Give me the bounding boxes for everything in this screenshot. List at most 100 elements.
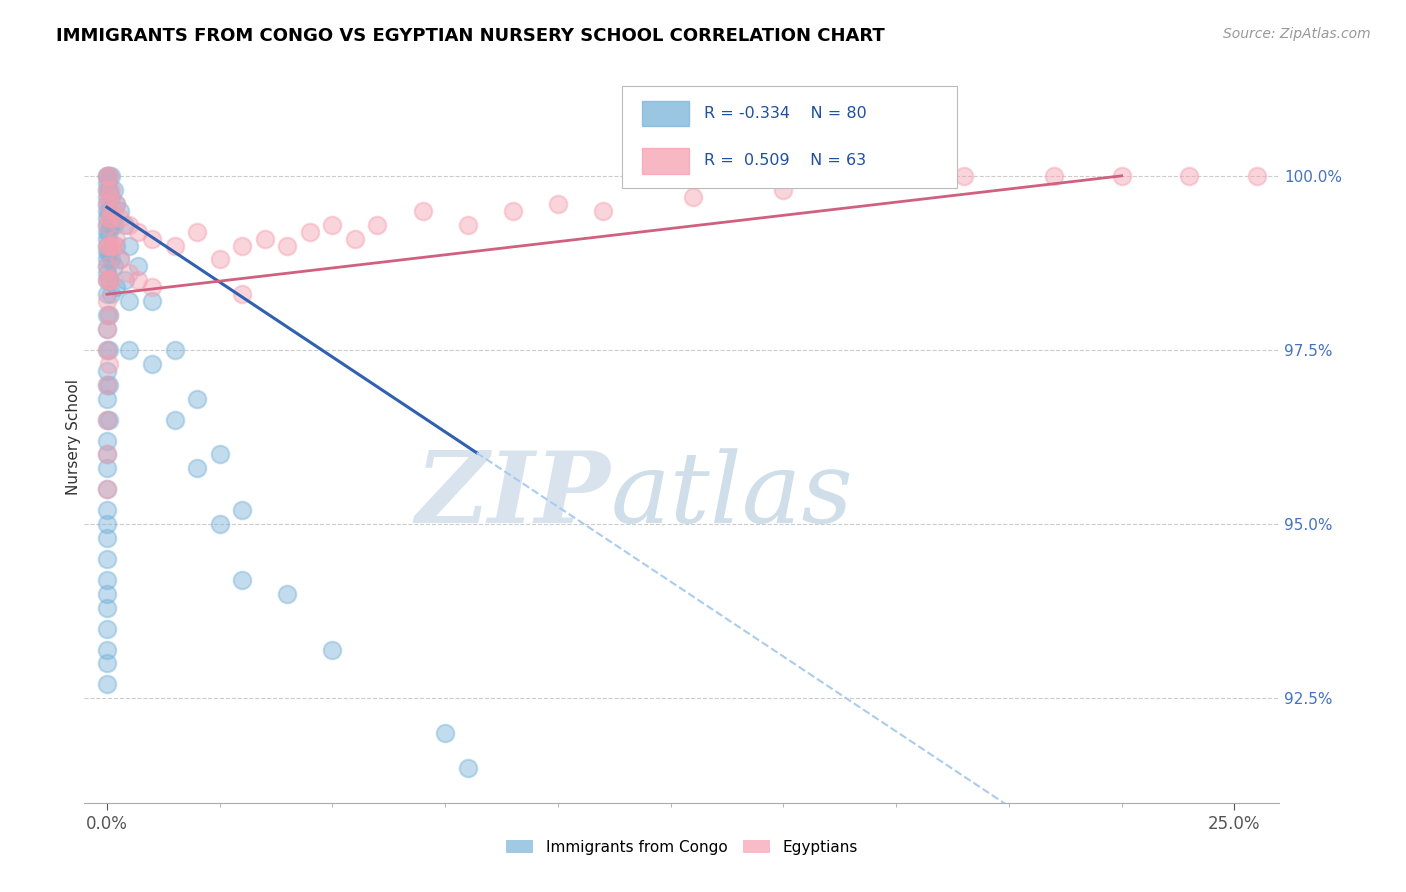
- Point: [96, 322, 118, 336]
- Point: [96, 377, 118, 392]
- Y-axis label: Nursery School: Nursery School: [66, 379, 80, 495]
- Point: [100, 252, 122, 267]
- Point: [118, 294, 141, 309]
- Point: [96, 211, 118, 225]
- Point: [141, 231, 163, 245]
- Point: [103, 238, 125, 252]
- Point: [343, 231, 366, 245]
- Point: [96, 503, 118, 517]
- Point: [186, 461, 208, 475]
- Point: [96, 294, 118, 309]
- Point: [96, 260, 118, 274]
- Point: [118, 218, 141, 232]
- Point: [96, 308, 118, 322]
- Point: [208, 252, 231, 267]
- Point: [96, 622, 118, 636]
- Point: [96, 260, 118, 274]
- Point: [100, 218, 122, 232]
- Point: [114, 273, 136, 287]
- Point: [100, 169, 122, 183]
- Point: [434, 726, 457, 740]
- Point: [110, 252, 132, 267]
- Point: [96, 245, 118, 260]
- Point: [502, 203, 524, 218]
- Point: [96, 183, 118, 197]
- Point: [98, 273, 121, 287]
- Point: [104, 196, 127, 211]
- Point: [104, 238, 127, 252]
- Point: [96, 377, 118, 392]
- Point: [412, 203, 434, 218]
- Point: [96, 273, 118, 287]
- Point: [96, 176, 118, 190]
- Point: [862, 169, 884, 183]
- Point: [96, 642, 118, 657]
- Point: [96, 203, 118, 218]
- Point: [321, 642, 343, 657]
- Point: [1246, 169, 1268, 183]
- Point: [110, 203, 132, 218]
- Point: [96, 238, 118, 252]
- Point: [96, 461, 118, 475]
- Point: [118, 343, 141, 357]
- Point: [186, 225, 208, 239]
- Point: [98, 238, 121, 252]
- Point: [141, 294, 163, 309]
- Point: [110, 252, 132, 267]
- Point: [100, 238, 122, 252]
- Point: [118, 266, 141, 280]
- Point: [1111, 169, 1133, 183]
- FancyBboxPatch shape: [623, 86, 957, 188]
- Point: [98, 225, 121, 239]
- Point: [366, 218, 388, 232]
- Point: [96, 196, 118, 211]
- Point: [100, 190, 122, 204]
- Point: [104, 231, 127, 245]
- Point: [127, 225, 149, 239]
- Point: [231, 287, 253, 301]
- Point: [103, 218, 125, 232]
- Point: [96, 218, 118, 232]
- Point: [772, 183, 794, 197]
- Point: [276, 238, 298, 252]
- Point: [592, 203, 614, 218]
- Point: [96, 412, 118, 426]
- Point: [141, 357, 163, 371]
- Point: [96, 483, 118, 497]
- Point: [96, 483, 118, 497]
- Point: [96, 169, 118, 183]
- Point: [1178, 169, 1201, 183]
- Point: [96, 343, 118, 357]
- Point: [100, 211, 122, 225]
- Point: [96, 169, 118, 183]
- Point: [98, 169, 121, 183]
- Point: [163, 238, 186, 252]
- Legend: Immigrants from Congo, Egyptians: Immigrants from Congo, Egyptians: [501, 834, 863, 861]
- Point: [98, 183, 121, 197]
- Point: [96, 587, 118, 601]
- Point: [547, 196, 569, 211]
- Point: [96, 573, 118, 587]
- Text: atlas: atlas: [610, 448, 853, 543]
- Point: [96, 225, 118, 239]
- Point: [103, 183, 125, 197]
- Point: [100, 273, 122, 287]
- Point: [96, 657, 118, 671]
- Point: [231, 238, 253, 252]
- Text: R = -0.334    N = 80: R = -0.334 N = 80: [703, 106, 866, 121]
- Point: [96, 238, 118, 252]
- Point: [103, 260, 125, 274]
- Point: [98, 308, 121, 322]
- Point: [96, 517, 118, 532]
- Point: [96, 448, 118, 462]
- Point: [276, 587, 298, 601]
- Point: [96, 218, 118, 232]
- Point: [96, 364, 118, 378]
- Point: [96, 169, 118, 183]
- Point: [104, 196, 127, 211]
- Point: [253, 231, 276, 245]
- Point: [96, 600, 118, 615]
- Point: [96, 266, 118, 280]
- Point: [127, 273, 149, 287]
- Point: [96, 412, 118, 426]
